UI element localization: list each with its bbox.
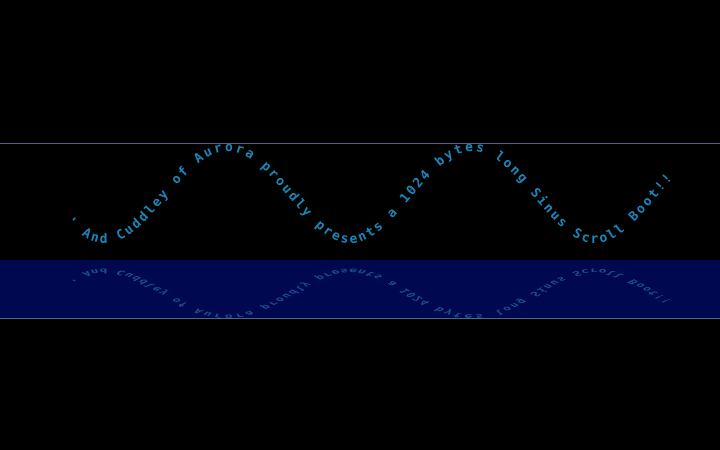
- water-band: [0, 260, 720, 319]
